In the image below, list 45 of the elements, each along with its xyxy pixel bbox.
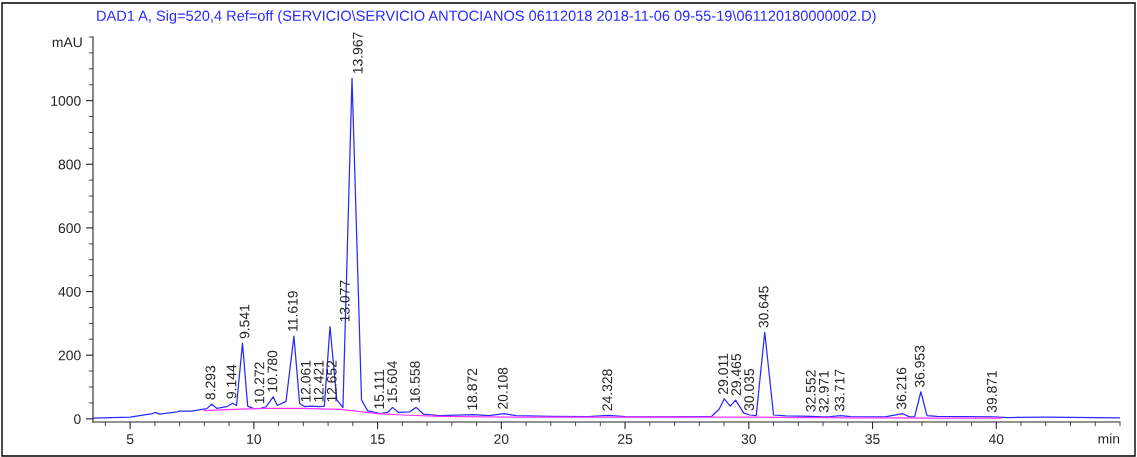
annotation: 13.967 [352,32,363,74]
x-tick-label: 35 [865,434,880,445]
annotation: 30.035 [744,368,755,411]
y-axis-title: mAU [52,37,82,48]
y-tick-label: 400 [58,286,81,297]
y-tick-label: 800 [58,159,81,170]
x-axis-title: min [1098,433,1120,444]
annotation: 11.619 [287,291,298,331]
annotation: 9.144 [226,364,237,399]
annotation: 36.953 [914,345,925,388]
annotation: 9.541 [239,304,250,339]
annotation: 12.652 [326,360,337,402]
annotation: 20.108 [497,367,508,409]
annotation: 12.061 [300,360,311,402]
x-tick-label: 15 [370,434,385,445]
annotation: 36.216 [896,367,907,410]
annotation: 33.717 [834,369,845,411]
annotation: 24.328 [602,369,613,411]
annotation: 29.465 [731,353,742,396]
y-tick-label: 0 [74,414,81,424]
chart-title: DAD1 A, Sig=520,4 Ref=off (SERVICIO\SERVICIO ANTOCIANOS 06112018 2018-11-06 09-55-19\061120180000002.D) [97,10,876,24]
annotation: 15.111 [374,369,385,409]
annotation: 10.780 [267,350,278,392]
annotation: 32.552 [805,370,816,412]
annotation: 15.604 [387,361,398,403]
annotation: 29.011 [718,353,729,394]
annotation: 32.971 [818,370,829,413]
annotation: 12.421 [313,360,324,402]
x-tick-label: 30 [741,434,756,445]
y-tick-label: 1000 [51,95,81,106]
annotation: 8.293 [205,365,216,400]
y-tick-label: 600 [58,223,81,234]
annotation: 30.645 [758,286,769,328]
annotation: 10.272 [254,362,265,404]
x-tick-label: 5 [126,434,134,445]
x-tick-label: 40 [988,434,1004,445]
annotation: 18.872 [467,368,478,410]
annotation: 16.558 [410,361,420,403]
annotation: 13.077 [339,280,350,322]
line-series [93,77,1120,419]
x-tick-label: 10 [247,434,262,445]
x-tick-label: 20 [494,434,509,445]
x-tick-label: 25 [618,434,633,445]
y-tick-label: 200 [58,350,81,361]
annotation: 39.871 [986,370,997,413]
